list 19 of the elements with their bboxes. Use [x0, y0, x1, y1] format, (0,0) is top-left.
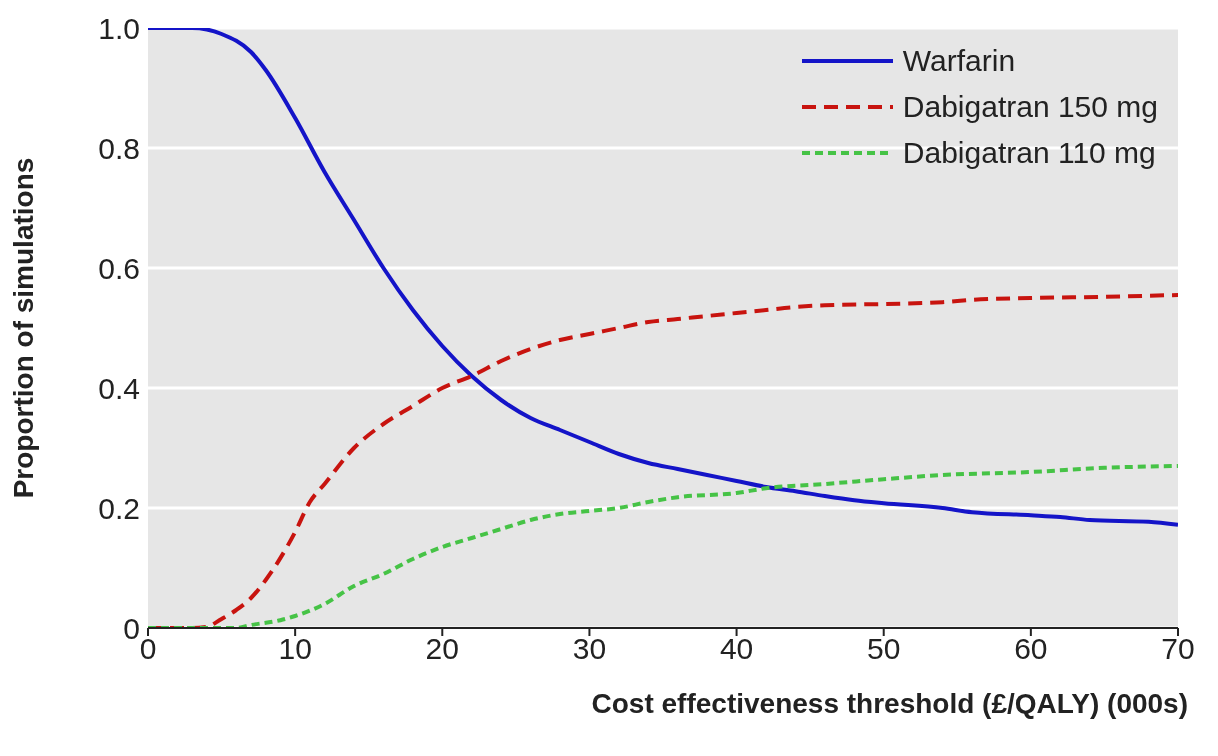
y-tick-label: 0.6 — [98, 251, 140, 285]
x-tick-label: 20 — [425, 632, 459, 666]
y-tick-label: 0.2 — [98, 491, 140, 525]
y-tick-label: 0.4 — [98, 371, 140, 405]
legend-label: Dabigatran 150 mg — [902, 90, 1158, 124]
y-tick-label: 0.8 — [98, 131, 140, 165]
x-tick-label: 60 — [1014, 632, 1048, 666]
y-tick-label: 1.0 — [98, 11, 140, 45]
line-series — [148, 28, 1178, 527]
x-tick-label: 70 — [1161, 632, 1195, 666]
y-tick-label: 0 — [123, 611, 140, 645]
x-tick-label: 40 — [719, 632, 754, 666]
x-tick-label: 30 — [572, 632, 607, 666]
legend-label: Warfarin — [902, 44, 1016, 78]
x-axis-title: Cost effectiveness threshold (£/QALY) (000s) — [591, 688, 1188, 720]
x-tick-label: 10 — [278, 632, 312, 666]
x-tick-label: 50 — [867, 632, 901, 666]
legend-label: Dabigatran 110 mg — [902, 136, 1156, 170]
y-axis-title: Proportion of simulations — [7, 157, 39, 499]
